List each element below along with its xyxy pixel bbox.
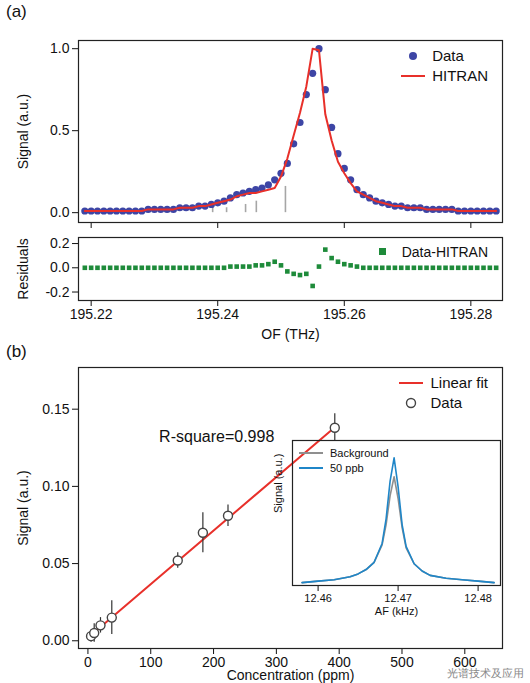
svg-text:OF (THz): OF (THz) <box>261 326 319 342</box>
svg-text:Concentration (ppm): Concentration (ppm) <box>227 667 355 683</box>
svg-text:AF (kHz): AF (kHz) <box>375 605 418 617</box>
svg-text:0.15: 0.15 <box>42 401 69 417</box>
svg-text:0.0: 0.0 <box>50 259 70 275</box>
svg-text:500: 500 <box>390 654 414 670</box>
svg-text:300: 300 <box>264 654 288 671</box>
svg-text:195.26: 195.26 <box>323 306 366 322</box>
html-text:Data-HITRAN: Data-HITRAN <box>401 244 488 260</box>
svg-text:600: 600 <box>453 654 477 671</box>
svg-text:0.5: 0.5 <box>50 122 70 138</box>
html-text:Data: Data <box>432 47 464 64</box>
svg-text:1.0: 1.0 <box>50 40 70 56</box>
svg-text:0: 0 <box>84 654 92 670</box>
svg-text:Residuals: Residuals <box>15 238 31 299</box>
html-text:光谱技术及应用: 光谱技术及应用 <box>447 667 524 679</box>
svg-text:195.24: 195.24 <box>196 306 239 322</box>
svg-text:400: 400 <box>327 654 351 671</box>
svg-text:12.46: 12.46 <box>304 592 332 604</box>
svg-text:0.2: 0.2 <box>50 235 70 251</box>
svg-text:0.10: 0.10 <box>42 478 69 494</box>
svg-text:Signal (a.u.): Signal (a.u.) <box>15 94 31 169</box>
svg-text:195.28: 195.28 <box>449 306 492 322</box>
svg-text:-0.2: -0.2 <box>45 283 69 299</box>
html-text:Linear fit: Linear fit <box>430 374 488 391</box>
html-text:(a): (a) <box>6 2 27 21</box>
svg-text:0.05: 0.05 <box>42 555 69 571</box>
html-text:(b): (b) <box>6 342 27 361</box>
html-text:50 ppb: 50 ppb <box>330 461 364 474</box>
svg-text:200: 200 <box>202 654 226 670</box>
svg-text:0.00: 0.00 <box>42 632 69 648</box>
svg-text:12.48: 12.48 <box>464 592 492 604</box>
html-text:Background: Background <box>330 447 389 459</box>
svg-text:12.47: 12.47 <box>384 592 412 604</box>
svg-text:100: 100 <box>139 654 163 670</box>
svg-text:0.0: 0.0 <box>50 204 70 220</box>
svg-text:R-square=0.998: R-square=0.998 <box>159 428 274 445</box>
html-text:HITRAN: HITRAN <box>432 67 488 85</box>
svg-text:195.22: 195.22 <box>70 306 113 322</box>
html-text:Data: Data <box>430 394 463 412</box>
svg-text:Signal (a.u.): Signal (a.u.) <box>272 454 284 513</box>
svg-text:Signal (a.u.): Signal (a.u.) <box>15 470 31 545</box>
